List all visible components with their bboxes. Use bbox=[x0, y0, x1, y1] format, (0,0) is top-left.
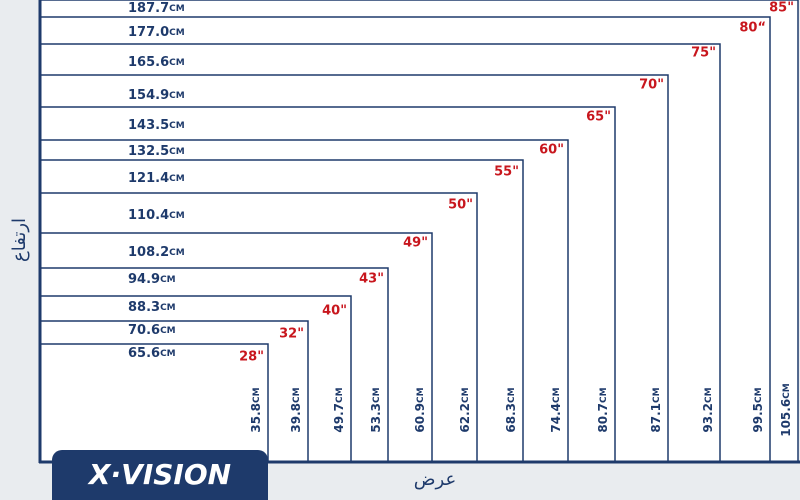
size-label: 75" bbox=[691, 46, 716, 61]
height-value: 132.5 bbox=[128, 144, 169, 159]
width-value: 35.8 bbox=[249, 403, 263, 433]
height-value: 65.6 bbox=[128, 346, 160, 361]
unit: CM bbox=[252, 387, 262, 403]
width-label: 74.4CM bbox=[549, 387, 563, 432]
size-label: 70" bbox=[639, 78, 664, 93]
logo: X·VISION bbox=[87, 458, 231, 491]
height-label: 108.2CM bbox=[128, 245, 185, 260]
size-boxes bbox=[39, 0, 799, 463]
unit: CM bbox=[169, 248, 185, 258]
height-value: 187.7 bbox=[128, 1, 169, 16]
height-label: 88.3CM bbox=[128, 300, 176, 315]
unit: CM bbox=[372, 387, 382, 403]
height-label: 121.4CM bbox=[128, 171, 185, 186]
size-label: 28" bbox=[239, 350, 264, 365]
width-value: 99.5 bbox=[751, 403, 765, 433]
unit: CM bbox=[169, 147, 185, 157]
width-label: 99.5CM bbox=[751, 387, 765, 432]
width-value: 53.3 bbox=[369, 403, 383, 433]
size-label: 40" bbox=[322, 304, 347, 319]
unit: CM bbox=[169, 28, 185, 38]
size-label: 65" bbox=[586, 110, 611, 125]
size-label: 49" bbox=[403, 236, 428, 251]
height-label: 94.9CM bbox=[128, 272, 176, 287]
width-value: 60.9 bbox=[413, 403, 427, 433]
unit: CM bbox=[599, 387, 609, 403]
width-label: 93.2CM bbox=[701, 387, 715, 432]
size-label: 43" bbox=[359, 272, 384, 287]
width-label: 49.7CM bbox=[332, 387, 346, 432]
size-label: 80“ bbox=[739, 21, 766, 36]
height-axis-label: ارتفاع bbox=[9, 218, 30, 262]
unit: CM bbox=[416, 387, 426, 403]
unit: CM bbox=[169, 91, 185, 101]
width-value: 39.8 bbox=[289, 403, 303, 433]
width-value: 87.1 bbox=[649, 403, 663, 433]
unit: CM bbox=[169, 121, 185, 131]
width-value: 80.7 bbox=[596, 403, 610, 433]
size-label: 85" bbox=[769, 1, 794, 16]
unit: CM bbox=[754, 387, 764, 403]
size-box bbox=[39, 343, 269, 463]
width-value: 74.4 bbox=[549, 403, 563, 433]
height-label: 70.6CM bbox=[128, 323, 176, 338]
width-value: 49.7 bbox=[332, 403, 346, 433]
unit: CM bbox=[169, 58, 185, 68]
width-value: 93.2 bbox=[701, 403, 715, 433]
height-value: 110.4 bbox=[128, 208, 169, 223]
unit: CM bbox=[507, 387, 517, 403]
height-value: 121.4 bbox=[128, 171, 169, 186]
height-label: 110.4CM bbox=[128, 208, 185, 223]
size-label: 32" bbox=[279, 327, 304, 342]
unit: CM bbox=[704, 387, 714, 403]
height-value: 165.6 bbox=[128, 55, 169, 70]
width-label: 87.1CM bbox=[649, 387, 663, 432]
width-label: 62.2CM bbox=[458, 387, 472, 432]
height-label: 154.9CM bbox=[128, 88, 185, 103]
unit: CM bbox=[160, 275, 176, 285]
height-label: 65.6CM bbox=[128, 346, 176, 361]
size-label: 55" bbox=[494, 165, 519, 180]
width-label: 105.6CM bbox=[779, 383, 793, 437]
unit: CM bbox=[652, 387, 662, 403]
height-label: 165.6CM bbox=[128, 55, 185, 70]
height-value: 94.9 bbox=[128, 272, 160, 287]
unit: CM bbox=[169, 4, 185, 14]
width-label: 35.8CM bbox=[249, 387, 263, 432]
width-value: 105.6 bbox=[779, 399, 793, 437]
width-value: 62.2 bbox=[458, 403, 472, 433]
height-value: 143.5 bbox=[128, 118, 169, 133]
unit: CM bbox=[335, 387, 345, 403]
unit: CM bbox=[169, 211, 185, 221]
height-label: 132.5CM bbox=[128, 144, 185, 159]
width-axis-label: عرض bbox=[414, 469, 456, 490]
logo-box bbox=[52, 450, 268, 500]
unit: CM bbox=[782, 383, 792, 399]
size-label: 60" bbox=[539, 143, 564, 158]
height-label: 177.0CM bbox=[128, 25, 185, 40]
height-value: 108.2 bbox=[128, 245, 169, 260]
unit: CM bbox=[160, 303, 176, 313]
width-label: 80.7CM bbox=[596, 387, 610, 432]
width-label: 60.9CM bbox=[413, 387, 427, 432]
unit: CM bbox=[292, 387, 302, 403]
height-label: 143.5CM bbox=[128, 118, 185, 133]
unit: CM bbox=[160, 326, 176, 336]
unit: CM bbox=[552, 387, 562, 403]
height-value: 88.3 bbox=[128, 300, 160, 315]
height-value: 70.6 bbox=[128, 323, 160, 338]
height-value: 177.0 bbox=[128, 25, 169, 40]
size-label: 50" bbox=[448, 198, 473, 213]
unit: CM bbox=[461, 387, 471, 403]
width-label: 53.3CM bbox=[369, 387, 383, 432]
width-label: 39.8CM bbox=[289, 387, 303, 432]
unit: CM bbox=[160, 349, 176, 359]
width-label: 68.3CM bbox=[504, 387, 518, 432]
height-label: 187.7CM bbox=[128, 1, 185, 16]
width-value: 68.3 bbox=[504, 403, 518, 433]
unit: CM bbox=[169, 174, 185, 184]
height-value: 154.9 bbox=[128, 88, 169, 103]
